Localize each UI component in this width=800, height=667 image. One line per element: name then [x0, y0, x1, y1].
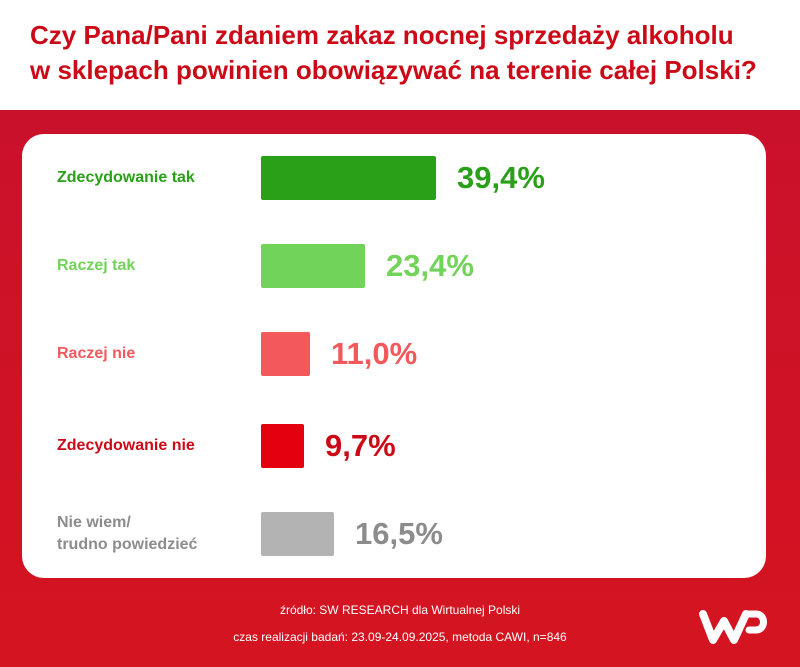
category-label: Raczej tak [57, 257, 136, 274]
bar-row: Zdecydowanie nie 9,7% [22, 424, 766, 468]
wp-logo-icon [699, 610, 767, 644]
value-label: 23,4% [386, 248, 474, 283]
category-label: Raczej nie [57, 345, 136, 362]
header: Czy Pana/Pani zdaniem zakaz nocnej sprze… [0, 0, 800, 110]
bar [261, 332, 310, 376]
value-label: 39,4% [457, 160, 545, 195]
bar [261, 244, 365, 288]
value-label: 16,5% [355, 516, 443, 551]
bar-row: Raczej tak 23,4% [22, 244, 766, 288]
chart-title-line-1: Czy Pana/Pani zdaniem zakaz nocnej sprze… [30, 20, 734, 50]
bar-row: Nie wiem/ trudno powiedzieć 16,5% [22, 512, 766, 556]
category-label: Nie wiem/ trudno powiedzieć [57, 514, 198, 553]
value-label: 9,7% [325, 428, 396, 463]
category-label: Zdecydowanie nie [57, 437, 195, 454]
bar-row: Zdecydowanie tak 39,4% [22, 156, 766, 200]
chart-title-line-2: w sklepach powinien obowiązywać na teren… [30, 55, 757, 85]
bar-row: Raczej nie 11,0% [22, 332, 766, 376]
bar [261, 512, 334, 556]
value-label: 11,0% [331, 336, 418, 371]
chart-card: Zdecydowanie tak 39,4% Raczej tak 23,4% Racz… [22, 134, 766, 578]
bar [261, 424, 304, 468]
bar [261, 156, 436, 200]
method-text: czas realizacji badań: 23.09-24.09.2025,… [233, 630, 567, 644]
footer: źródło: SW RESEARCH dla Wirtualnej Polsk… [0, 590, 800, 667]
source-text: źródło: SW RESEARCH dla Wirtualnej Polsk… [279, 603, 521, 617]
chart-title: Czy Pana/Pani zdaniem zakaz nocnej sprze… [30, 18, 770, 88]
category-label: Zdecydowanie tak [57, 169, 195, 186]
